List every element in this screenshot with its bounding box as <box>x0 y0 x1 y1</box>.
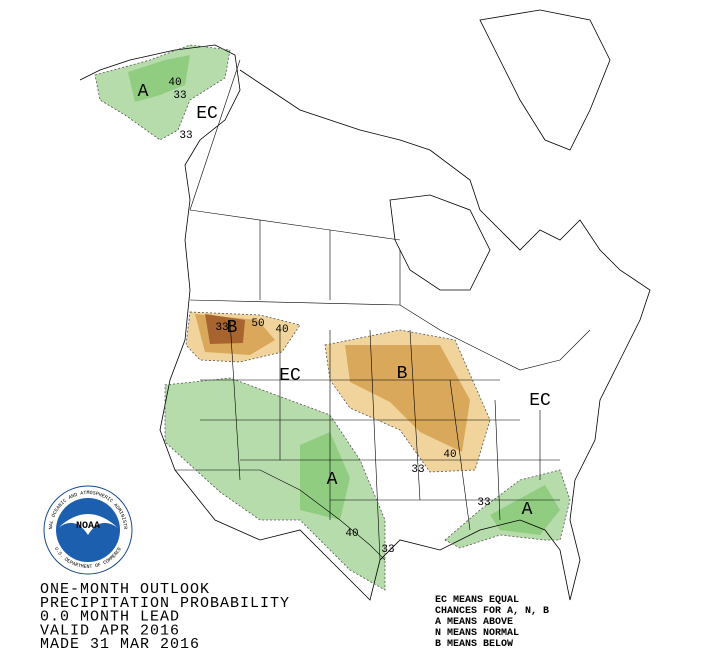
map-label: 33 <box>477 497 490 509</box>
map-label: A <box>522 500 533 520</box>
map-label: A <box>327 470 338 490</box>
contour-line <box>444 469 571 549</box>
contour-line <box>324 329 491 473</box>
coastline <box>79 44 651 601</box>
map-label: 40 <box>275 324 288 336</box>
map-label: 33 <box>173 90 186 102</box>
contours <box>94 44 571 591</box>
above-region-strong <box>490 485 560 535</box>
map-label: 33 <box>381 544 394 556</box>
map-label: 50 <box>251 318 264 330</box>
above-region-strong <box>300 432 350 520</box>
logo-gull <box>58 514 118 535</box>
regions <box>95 45 570 590</box>
map-label: B <box>397 364 408 384</box>
map-label: EC <box>529 391 551 411</box>
title-line: 0.0 MONTH LEAD <box>40 609 180 626</box>
logo-name: NOAA <box>76 521 100 532</box>
map-label: 40 <box>345 528 358 540</box>
below-region-strong <box>205 314 245 344</box>
state-lines <box>200 319 560 561</box>
map-label: EC <box>196 104 218 124</box>
mexico-border <box>175 469 386 561</box>
legend-line: EC MEANS EQUAL <box>435 595 519 606</box>
map-label: 33 <box>179 130 192 142</box>
title-line: ONE-MONTH OUTLOOK <box>40 581 210 598</box>
legend-line: CHANCES FOR A, N, B <box>435 606 549 617</box>
below-region-mid <box>345 345 470 452</box>
greenland <box>479 9 611 151</box>
legend-line: N MEANS NORMAL <box>435 628 519 639</box>
canada-border <box>189 299 591 371</box>
above-region-strong <box>128 55 190 102</box>
map-label: 40 <box>443 449 456 461</box>
legend-line: B MEANS BELOW <box>435 639 513 650</box>
map-label: 40 <box>168 77 181 89</box>
map-label: 33 <box>411 464 424 476</box>
province-lines <box>189 209 401 305</box>
contour-line <box>185 311 301 363</box>
map-label: B <box>227 318 238 338</box>
map-label: A <box>138 82 149 102</box>
legend-line: A MEANS ABOVE <box>435 617 513 628</box>
map-label: EC <box>279 366 301 386</box>
map-label: 33 <box>215 322 228 334</box>
hudson-bay <box>389 194 491 291</box>
contour-line <box>164 377 386 591</box>
title-line: PRECIPITATION PROBABILITY <box>40 595 290 612</box>
above-region <box>165 378 385 590</box>
contour-line <box>94 44 231 141</box>
title-line: VALID APR 2016 <box>40 622 180 639</box>
title-line: MADE 31 MAR 2016 <box>40 636 200 653</box>
alaska-border <box>189 59 241 211</box>
outlines <box>79 9 651 601</box>
